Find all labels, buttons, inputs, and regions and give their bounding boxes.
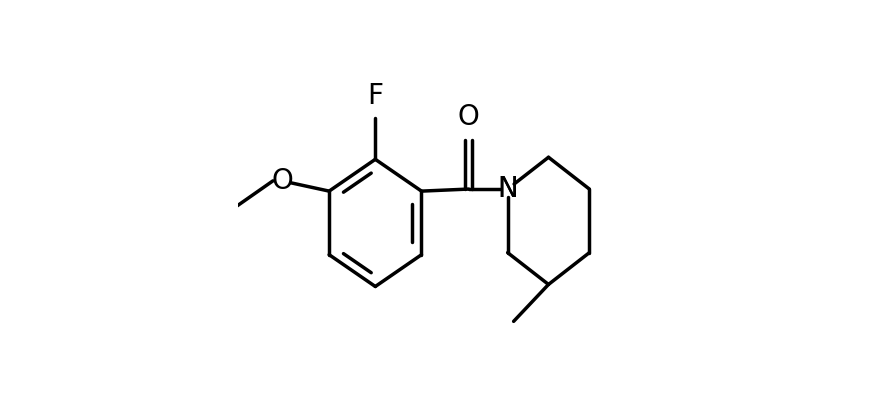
Text: F: F	[368, 82, 384, 110]
Text: O: O	[271, 167, 293, 195]
Text: N: N	[497, 175, 518, 203]
Text: O: O	[458, 103, 479, 131]
Text: N: N	[497, 175, 518, 203]
